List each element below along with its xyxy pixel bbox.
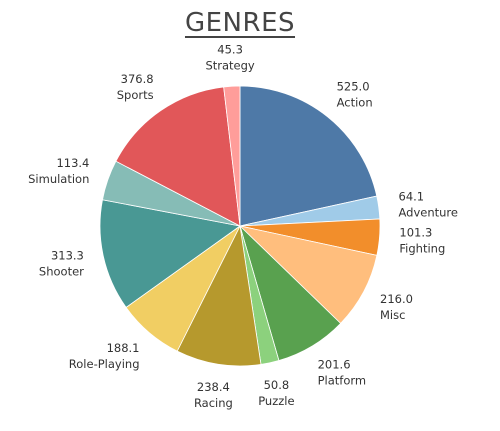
slice-category-label: Simulation [28,172,89,186]
slice-value-label: 50.8 [264,378,290,392]
slice-category-label: Action [337,96,373,110]
slice-value-label: 238.4 [197,380,230,394]
slice-value-label: 201.6 [318,358,351,372]
slice-value-label: 101.3 [399,226,432,240]
slice-value-label: 313.3 [51,248,84,262]
pie-slice-strategy [223,85,241,227]
slice-category-label: Strategy [205,58,254,72]
slice-category-label: Misc [380,308,405,322]
pie-labels: 525.0 Action 64.1 Adventure 101.3 Fighting 216… [28,42,458,410]
slice-value-label: 113.4 [56,156,89,170]
slice-category-label: Shooter [39,264,84,278]
slice-value-label: 525.0 [337,80,370,94]
chart-title: GENRES [184,8,296,38]
slice-category-label: Racing [194,396,233,410]
slice-category-label: Fighting [399,242,445,256]
slice-category-label: Adventure [399,206,458,220]
slice-category-label: Puzzle [258,394,294,408]
pie-slice-shooter [99,199,241,308]
slice-value-label: 188.1 [107,341,140,355]
slice-value-label: 376.8 [121,72,154,86]
slice-value-label: 64.1 [399,190,425,204]
pie-slice-sports [115,86,241,227]
slice-value-label: 45.3 [217,42,243,56]
pie-slices [99,85,381,367]
slice-category-label: Role-Playing [69,357,140,371]
slice-category-label: Sports [117,88,154,102]
pie-slice-action [239,85,378,227]
slice-value-label: 216.0 [380,292,413,306]
slice-category-label: Platform [318,374,367,388]
pie-slice-racing [176,224,262,367]
